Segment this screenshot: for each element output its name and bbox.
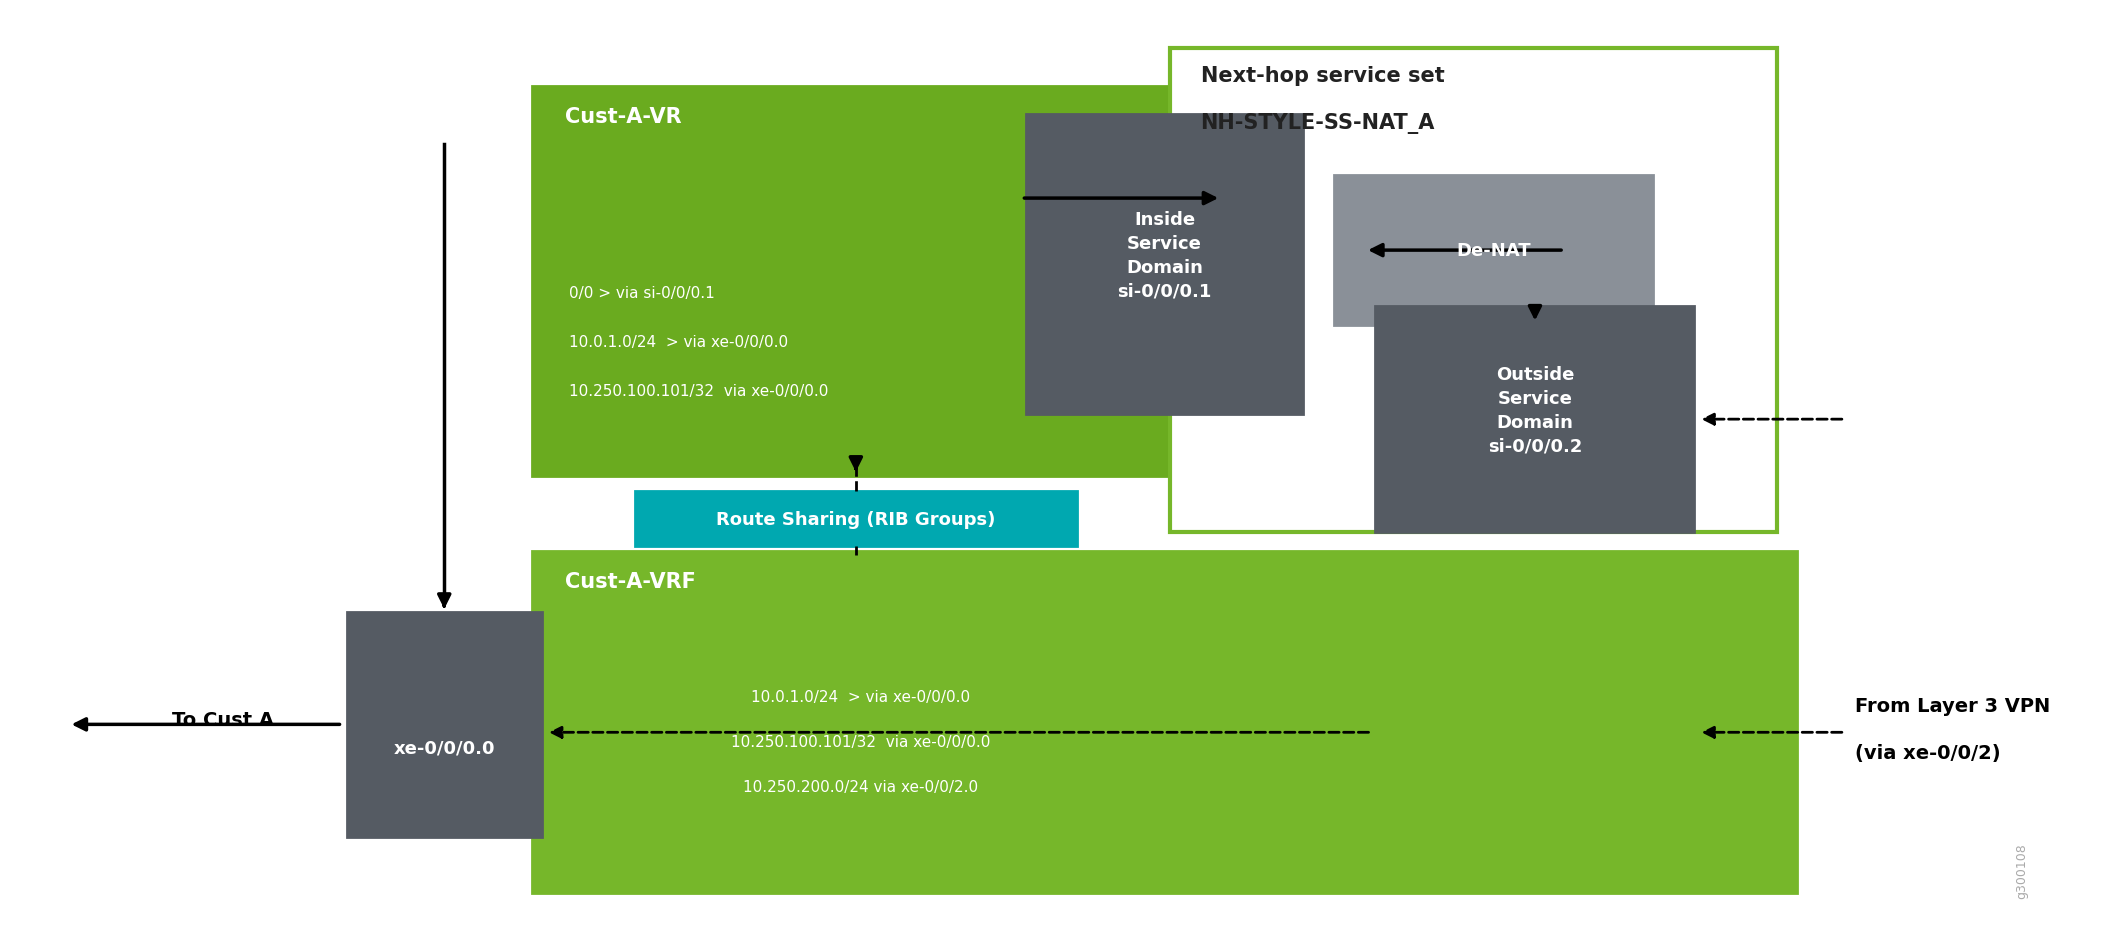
- Text: To Cust A: To Cust A: [172, 710, 273, 729]
- FancyBboxPatch shape: [532, 87, 1242, 476]
- Text: xe-0/0/0.0: xe-0/0/0.0: [393, 739, 496, 757]
- Text: NH-STYLE-SS-NAT_A: NH-STYLE-SS-NAT_A: [1200, 113, 1435, 134]
- Text: Next-hop service set: Next-hop service set: [1200, 66, 1443, 86]
- Text: Cust-A-VRF: Cust-A-VRF: [565, 572, 695, 591]
- Text: De-NAT: De-NAT: [1456, 242, 1532, 260]
- Text: Inside
Service
Domain
si-0/0/0.1: Inside Service Domain si-0/0/0.1: [1118, 211, 1212, 300]
- Text: Cust-A-VR: Cust-A-VR: [565, 108, 681, 128]
- Text: g300108: g300108: [2015, 843, 2027, 898]
- Text: Route Sharing (RIB Groups): Route Sharing (RIB Groups): [716, 510, 996, 528]
- FancyBboxPatch shape: [1170, 50, 1777, 532]
- FancyBboxPatch shape: [1334, 176, 1653, 326]
- Text: 0/0 > via si-0/0/0.1: 0/0 > via si-0/0/0.1: [569, 286, 714, 301]
- FancyBboxPatch shape: [347, 612, 542, 837]
- FancyBboxPatch shape: [635, 492, 1078, 546]
- Text: (via xe-0/0/2): (via xe-0/0/2): [1855, 744, 2000, 763]
- Text: 10.0.1.0/24  > via xe-0/0/0.0: 10.0.1.0/24 > via xe-0/0/0.0: [569, 334, 788, 349]
- Text: 10.250.200.0/24 via xe-0/0/2.0: 10.250.200.0/24 via xe-0/0/2.0: [744, 779, 979, 794]
- Text: 10.250.100.101/32  via xe-0/0/0.0: 10.250.100.101/32 via xe-0/0/0.0: [731, 734, 992, 749]
- Text: 10.0.1.0/24  > via xe-0/0/0.0: 10.0.1.0/24 > via xe-0/0/0.0: [752, 689, 971, 704]
- Text: 10.250.100.101/32  via xe-0/0/0.0: 10.250.100.101/32 via xe-0/0/0.0: [569, 383, 828, 398]
- FancyBboxPatch shape: [1376, 307, 1696, 532]
- Text: Outside
Service
Domain
si-0/0/0.2: Outside Service Domain si-0/0/0.2: [1488, 366, 1582, 455]
- Text: From Layer 3 VPN: From Layer 3 VPN: [1855, 696, 2051, 715]
- FancyBboxPatch shape: [532, 551, 1796, 894]
- FancyBboxPatch shape: [1025, 115, 1303, 415]
